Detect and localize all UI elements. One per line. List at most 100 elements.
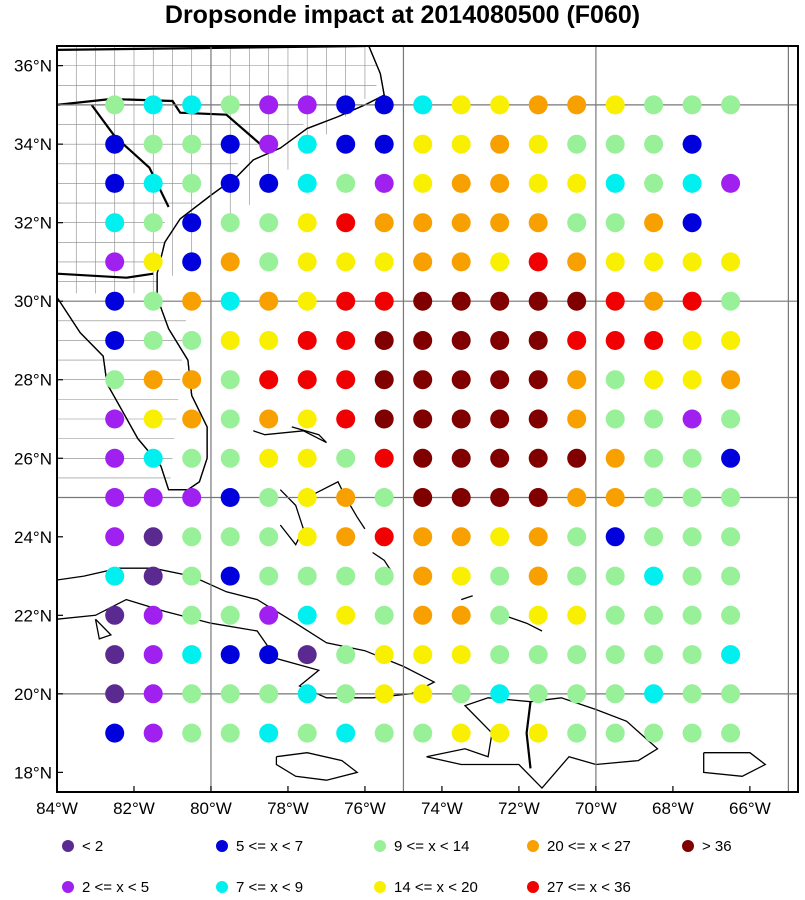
dropsonde-point [336, 370, 356, 390]
dropsonde-point [297, 291, 317, 311]
legend-label: < 2 [82, 838, 103, 855]
dropsonde-point [220, 213, 240, 233]
dropsonde-point [490, 723, 510, 743]
dropsonde-point [451, 291, 471, 311]
dropsonde-point [336, 291, 356, 311]
dropsonde-point [105, 645, 125, 665]
legend-label: 14 <= x < 20 [394, 879, 478, 896]
dropsonde-point [490, 291, 510, 311]
dropsonde-point [143, 409, 163, 429]
dropsonde-point [490, 566, 510, 586]
dropsonde-point [336, 527, 356, 547]
dropsonde-point [682, 645, 702, 665]
dropsonde-point [644, 370, 664, 390]
dropsonde-point [413, 213, 433, 233]
dropsonde-point [721, 95, 741, 115]
dropsonde-point [297, 448, 317, 468]
dropsonde-point [105, 605, 125, 625]
dropsonde-point [259, 134, 279, 154]
dropsonde-point [297, 134, 317, 154]
dropsonde-point [605, 566, 625, 586]
dropsonde-point [182, 95, 202, 115]
dropsonde-point [682, 409, 702, 429]
dropsonde-point [374, 605, 394, 625]
dropsonde-point [336, 488, 356, 507]
dropsonde-point [374, 448, 394, 468]
x-tick-label: 80°W [190, 799, 232, 818]
dropsonde-point [528, 213, 548, 233]
dropsonde-point [182, 173, 202, 193]
dropsonde-point [721, 645, 741, 665]
dropsonde-point [182, 645, 202, 665]
dropsonde-point [567, 134, 587, 154]
dropsonde-point [143, 134, 163, 154]
dropsonde-point [721, 605, 741, 625]
dropsonde-point [143, 605, 163, 625]
dropsonde-point [605, 173, 625, 193]
dropsonde-point [451, 684, 471, 704]
dropsonde-point [567, 213, 587, 233]
dropsonde-point [490, 213, 510, 233]
legend-swatch [527, 881, 539, 893]
dropsonde-point [451, 409, 471, 429]
dropsonde-point [644, 448, 664, 468]
dropsonde-point [721, 448, 741, 468]
dropsonde-point [105, 566, 125, 586]
dropsonde-point [259, 95, 279, 115]
dropsonde-point [374, 95, 394, 115]
dropsonde-point [567, 95, 587, 115]
dropsonde-point [413, 331, 433, 350]
dropsonde-point [721, 173, 741, 193]
dropsonde-point [451, 370, 471, 390]
legend-label: 9 <= x < 14 [394, 838, 469, 855]
dropsonde-point [605, 95, 625, 115]
dropsonde-point [374, 291, 394, 311]
dropsonde-point [143, 370, 163, 390]
dropsonde-point [297, 723, 317, 743]
dropsonde-point [605, 488, 625, 507]
dropsonde-point [374, 527, 394, 547]
dropsonde-point [182, 213, 202, 233]
dropsonde-point [490, 684, 510, 704]
dropsonde-point [682, 723, 702, 743]
dropsonde-point [182, 448, 202, 468]
dropsonde-point [451, 488, 471, 507]
dropsonde-point [567, 488, 587, 507]
dropsonde-point [721, 566, 741, 586]
dropsonde-point [490, 252, 510, 272]
x-tick-label: 76°W [344, 799, 386, 818]
dropsonde-point [413, 409, 433, 429]
dropsonde-point [644, 645, 664, 665]
dropsonde-point [644, 409, 664, 429]
dropsonde-point [374, 566, 394, 586]
x-tick-label: 82°W [113, 799, 155, 818]
dropsonde-point [721, 409, 741, 429]
dropsonde-point [182, 684, 202, 704]
dropsonde-point [220, 527, 240, 547]
dropsonde-point [182, 370, 202, 390]
dropsonde-point [297, 605, 317, 625]
dropsonde-point [528, 409, 548, 429]
dropsonde-point [682, 95, 702, 115]
dropsonde-point [451, 173, 471, 193]
x-tick-label: 70°W [575, 799, 617, 818]
dropsonde-point [413, 605, 433, 625]
dropsonde-point [182, 566, 202, 586]
dropsonde-point [220, 645, 240, 665]
y-tick-label: 32°N [14, 214, 52, 233]
dropsonde-point [143, 645, 163, 665]
dropsonde-point [259, 723, 279, 743]
dropsonde-point [297, 331, 317, 350]
dropsonde-point [451, 95, 471, 115]
dropsonde-point [605, 134, 625, 154]
dropsonde-point [605, 409, 625, 429]
dropsonde-point [567, 331, 587, 350]
dropsonde-point [413, 448, 433, 468]
dropsonde-point [143, 723, 163, 743]
legend-swatch [682, 840, 694, 852]
dropsonde-point [259, 291, 279, 311]
dropsonde-point [528, 370, 548, 390]
dropsonde-point [220, 488, 240, 507]
dropsonde-point [143, 173, 163, 193]
